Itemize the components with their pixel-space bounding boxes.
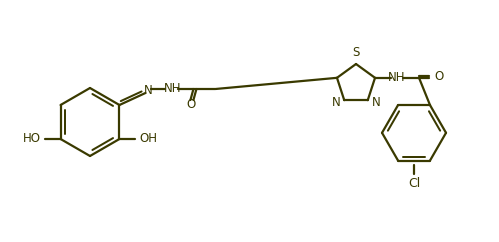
Text: N: N — [331, 96, 340, 109]
Text: S: S — [352, 46, 360, 59]
Text: NH: NH — [388, 71, 406, 84]
Text: HO: HO — [22, 133, 40, 145]
Text: O: O — [187, 98, 196, 111]
Text: N: N — [144, 83, 153, 97]
Text: NH: NH — [164, 82, 181, 94]
Text: O: O — [434, 70, 443, 83]
Text: N: N — [372, 96, 381, 109]
Text: Cl: Cl — [408, 177, 420, 190]
Text: OH: OH — [139, 133, 158, 145]
